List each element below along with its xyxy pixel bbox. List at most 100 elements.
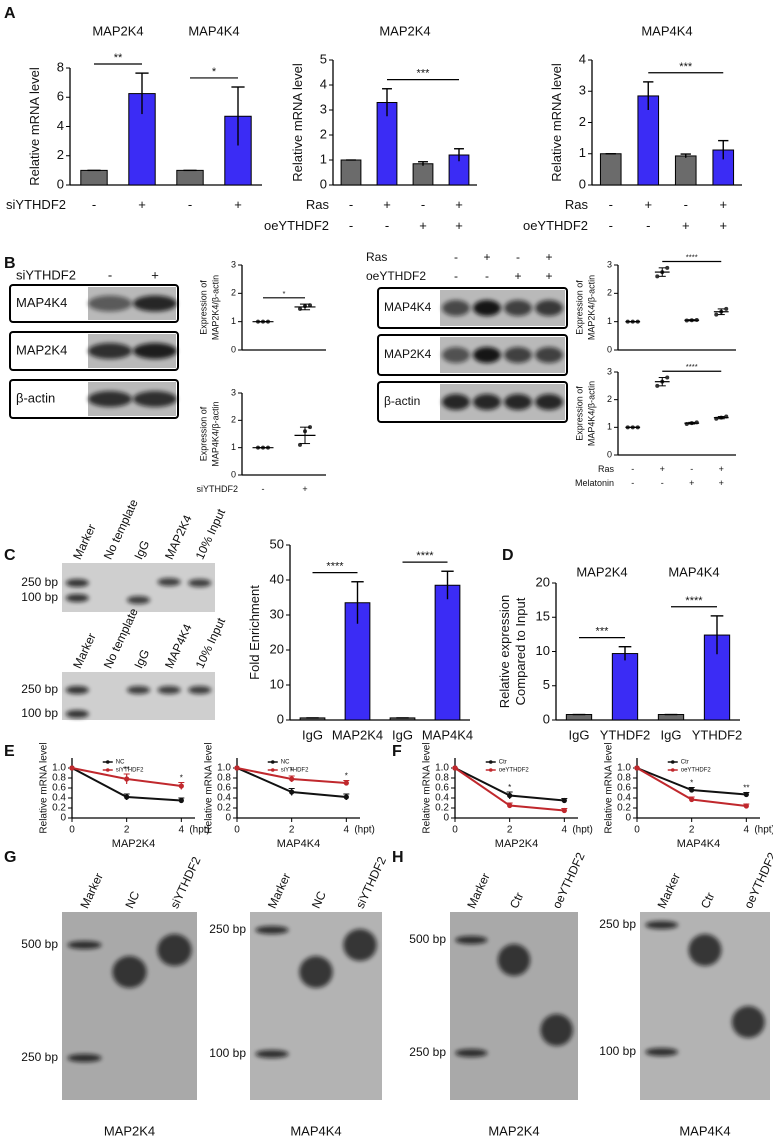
legend-label: oeYTHDF2: [681, 768, 712, 774]
lane-label: oeYTHDF2: [741, 850, 773, 911]
x-tick-label: 4: [179, 825, 185, 836]
protein-label: β-actin: [384, 394, 420, 408]
data-point: [689, 796, 695, 803]
panel-letter: H: [392, 849, 404, 866]
gel-band: [343, 929, 377, 961]
lane-label: IgG: [131, 647, 152, 670]
significance-label: ****: [685, 595, 703, 607]
x-axis-label: MAP4K4: [677, 838, 720, 850]
x-tick-label: 2: [124, 825, 130, 836]
y-tick-label: 0: [625, 813, 631, 824]
condition-sign: -: [188, 197, 192, 212]
legend-marker: [105, 760, 110, 764]
condition-sign: -: [631, 478, 634, 488]
data-point: [665, 265, 670, 270]
bar: [434, 584, 461, 721]
y-tick-label: 20: [270, 641, 284, 656]
blot-band: [504, 300, 532, 316]
blot-condition-sign: -: [454, 250, 458, 264]
data-point: [178, 797, 184, 804]
condition-sign: -: [646, 218, 650, 233]
marker-size-label: 100 bp: [21, 706, 58, 720]
lane-label: Marker: [77, 871, 105, 911]
y-axis-label: MAP4K4/β-actin: [587, 381, 597, 446]
condition-label: oeYTHDF2: [264, 218, 329, 233]
y-tick-label: 0: [277, 711, 284, 726]
data-point: [665, 375, 670, 380]
blot-condition-label: Ras: [366, 250, 387, 264]
gel-band: [157, 934, 192, 966]
condition-label: siYTHDF2: [6, 197, 66, 212]
y-tick-label: 2: [579, 114, 586, 129]
marker-size-label: 250 bp: [21, 1050, 58, 1064]
panel-letter: B: [4, 255, 16, 272]
y-tick-label: 50: [270, 536, 284, 551]
condition-sign: -: [262, 484, 265, 494]
condition-sign: -: [92, 197, 96, 212]
legend-label: siYTHDF2: [281, 768, 309, 774]
marker-band: [65, 710, 89, 718]
y-axis-label: Relative mRNA level: [204, 742, 215, 833]
panel-letter: G: [4, 849, 16, 866]
marker-size-label: 100 bp: [209, 1046, 246, 1060]
condition-label: Ras: [598, 464, 615, 474]
chart-title: MAP4K4: [641, 23, 692, 38]
x-tick-label: 4: [344, 825, 350, 836]
y-tick-label: 0: [579, 176, 586, 191]
x-tick-label: IgG: [661, 727, 682, 742]
y-tick-label: 0.2: [217, 803, 231, 814]
gel: [62, 563, 215, 612]
y-tick-label: 1: [231, 442, 236, 452]
chart-title: MAP2K4: [379, 23, 430, 38]
gel: [62, 672, 215, 720]
blot-condition-label: siYTHDF2: [16, 267, 76, 282]
data-point: [343, 794, 349, 800]
y-tick-label: 0: [607, 449, 612, 459]
marker-band: [67, 1054, 102, 1062]
y-tick-label: 40: [270, 571, 284, 586]
y-tick-label: 4: [579, 51, 586, 66]
condition-sign: +: [455, 218, 463, 233]
blot-band: [504, 394, 532, 410]
y-tick-label: 1.0: [617, 763, 631, 774]
y-tick-label: 30: [270, 606, 284, 621]
x-tick-label: 0: [634, 825, 640, 836]
marker-band: [455, 936, 488, 944]
lane-label: oeYTHDF2: [550, 850, 588, 911]
bar: [565, 714, 593, 721]
significance-label: *: [345, 772, 348, 781]
condition-sign: -: [684, 197, 688, 212]
y-axis-label: MAP2K4/β-actin: [211, 275, 221, 340]
marker-size-label: 500 bp: [409, 932, 446, 946]
lane-label: siYTHDF2: [167, 854, 203, 910]
condition-sign: -: [609, 218, 613, 233]
marker-band: [255, 926, 289, 934]
y-tick-label: 0.8: [52, 773, 66, 784]
panel-letter: C: [4, 547, 16, 564]
y-tick-label: 0.4: [435, 793, 449, 804]
blot-band: [133, 295, 177, 312]
data-point: [289, 789, 295, 795]
data-point: [234, 765, 240, 771]
significance-label: *: [180, 774, 183, 783]
y-axis-label: Compared to Input: [513, 597, 528, 705]
data-point: [124, 776, 130, 782]
lane-label: NC: [122, 889, 142, 911]
y-axis-label: Relative mRNA level: [290, 63, 305, 182]
x-tick-label: 4: [744, 825, 750, 836]
data-point: [634, 765, 640, 771]
y-axis-label: Relative mRNA level: [604, 742, 615, 833]
data-point: [452, 765, 458, 771]
y-tick-label: 0.2: [52, 803, 66, 814]
condition-sign: -: [631, 464, 634, 474]
y-tick-label: 2: [231, 415, 236, 425]
condition-sign: +: [234, 197, 242, 212]
gel-band: [299, 956, 333, 988]
gel-band: [497, 944, 531, 976]
y-tick-label: 1.0: [217, 763, 231, 774]
y-tick-label: 2: [607, 394, 612, 404]
blot-condition-sign: -: [516, 250, 520, 264]
y-tick-label: 0: [443, 813, 449, 824]
significance-label: *: [690, 779, 693, 788]
blot-band: [504, 347, 532, 363]
